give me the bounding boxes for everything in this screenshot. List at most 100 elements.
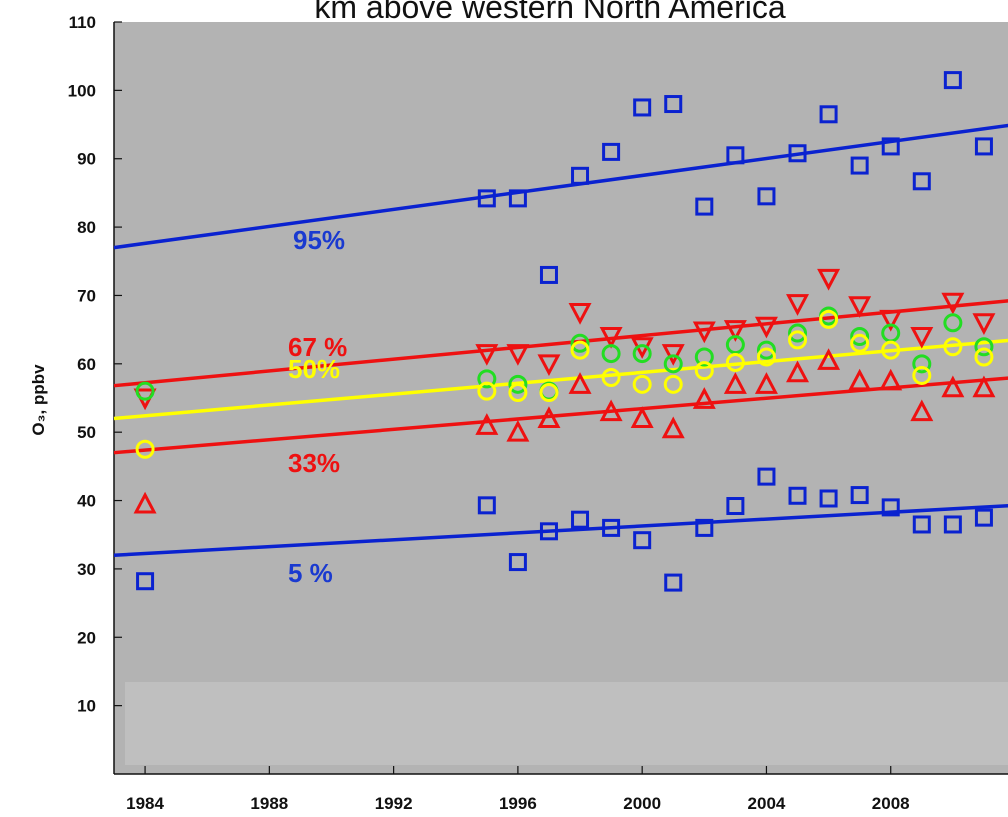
trend-line: [113, 503, 1008, 557]
square-marker: [633, 531, 652, 550]
square-marker: [943, 71, 962, 90]
trend-line: [113, 123, 1008, 250]
y-tick-label: 80: [77, 218, 96, 237]
triangle-up-marker: [972, 375, 996, 398]
circle-marker: [943, 337, 963, 357]
triangle-up-marker: [630, 406, 654, 429]
triangle-down-marker: [817, 268, 841, 291]
x-tick-label: 1988: [250, 794, 288, 813]
percentile-label: 33%: [288, 448, 340, 478]
circle-marker: [912, 365, 932, 385]
circle-marker: [663, 374, 683, 394]
triangle-down-marker: [879, 309, 903, 332]
percentile-label: 5 %: [288, 558, 333, 588]
square-marker: [726, 497, 745, 516]
y-tick-label: 40: [77, 492, 96, 511]
circle-marker: [477, 381, 497, 401]
triangle-down-marker: [537, 354, 561, 377]
square-marker: [881, 137, 900, 156]
circle-marker: [788, 323, 808, 343]
x-tick-label: 1992: [375, 794, 413, 813]
square-marker: [726, 146, 745, 165]
square-marker: [539, 522, 558, 541]
square-marker: [912, 172, 931, 191]
x-tick-label: 1984: [126, 794, 164, 813]
chart-title: km above western North America: [314, 0, 786, 25]
triangle-down-marker: [754, 316, 778, 339]
circle-marker: [881, 340, 901, 360]
circle-marker: [663, 354, 683, 374]
square-marker: [974, 137, 993, 156]
x-tick-label: 2000: [623, 794, 661, 813]
triangle-up-marker: [786, 360, 810, 383]
triangle-down-marker: [972, 313, 996, 336]
trend-line: [113, 338, 1008, 421]
circle-marker: [135, 381, 155, 401]
triangle-up-marker: [133, 491, 157, 514]
triangle-up-marker: [848, 368, 872, 391]
triangle-down-marker: [506, 344, 530, 366]
circle-marker: [632, 374, 652, 394]
circle-marker: [601, 367, 621, 387]
circle-marker: [974, 337, 994, 357]
triangle-down-marker: [723, 320, 747, 342]
square-marker: [508, 553, 527, 572]
square-marker: [757, 187, 776, 206]
square-marker: [664, 95, 683, 114]
triangle-up-marker: [475, 413, 499, 435]
y-tick-label: 10: [77, 697, 96, 716]
circle-marker: [788, 330, 808, 350]
square-marker: [695, 518, 714, 537]
square-marker: [850, 486, 869, 505]
x-tick-label: 2004: [748, 794, 786, 813]
circle-marker: [539, 383, 559, 403]
lower-band: [125, 682, 1008, 765]
triangle-down-marker: [599, 326, 623, 349]
triangle-down-marker: [568, 303, 592, 325]
circle-marker: [725, 352, 745, 372]
square-marker: [508, 189, 527, 208]
triangle-up-marker: [661, 416, 685, 439]
plot-background: [114, 22, 1008, 774]
square-marker: [943, 515, 962, 534]
square-marker: [477, 189, 496, 208]
triangle-up-marker: [910, 399, 934, 422]
y-tick-label: 110: [69, 13, 96, 32]
x-tick-label: 2008: [872, 794, 910, 813]
square-marker: [664, 573, 683, 592]
triangle-down-marker: [786, 294, 810, 316]
square-marker: [819, 489, 838, 508]
circle-marker: [135, 439, 155, 459]
triangle-up-marker: [817, 348, 841, 370]
circle-marker: [756, 347, 776, 367]
square-marker: [633, 98, 652, 117]
square-marker: [850, 156, 869, 175]
square-marker: [912, 515, 931, 534]
circle-marker: [601, 344, 621, 364]
triangle-down-marker: [941, 292, 965, 315]
circle-marker: [477, 369, 497, 389]
triangle-up-marker: [599, 399, 623, 422]
circle-marker: [570, 333, 590, 353]
circle-marker: [850, 333, 870, 353]
square-marker: [571, 510, 590, 529]
square-marker: [819, 105, 838, 124]
y-tick-label: 60: [77, 355, 96, 374]
circle-marker: [943, 313, 963, 333]
y-tick-label: 50: [77, 423, 96, 442]
circle-marker: [974, 347, 994, 367]
percentile-label: 50%: [288, 354, 340, 384]
y-tick-label: 30: [77, 560, 96, 579]
trend-line: [113, 299, 1008, 388]
circle-marker: [850, 326, 870, 346]
square-marker: [602, 142, 621, 161]
triangle-down-marker: [692, 321, 716, 344]
square-marker: [695, 197, 714, 216]
circle-marker: [570, 340, 590, 360]
y-tick-label: 70: [77, 286, 96, 305]
square-marker: [602, 518, 621, 537]
square-marker: [136, 572, 155, 591]
y-axis-label: O₃, ppbv: [29, 364, 48, 436]
percentile-label: 67 %: [288, 332, 347, 362]
y-tick-label: 90: [77, 150, 96, 169]
